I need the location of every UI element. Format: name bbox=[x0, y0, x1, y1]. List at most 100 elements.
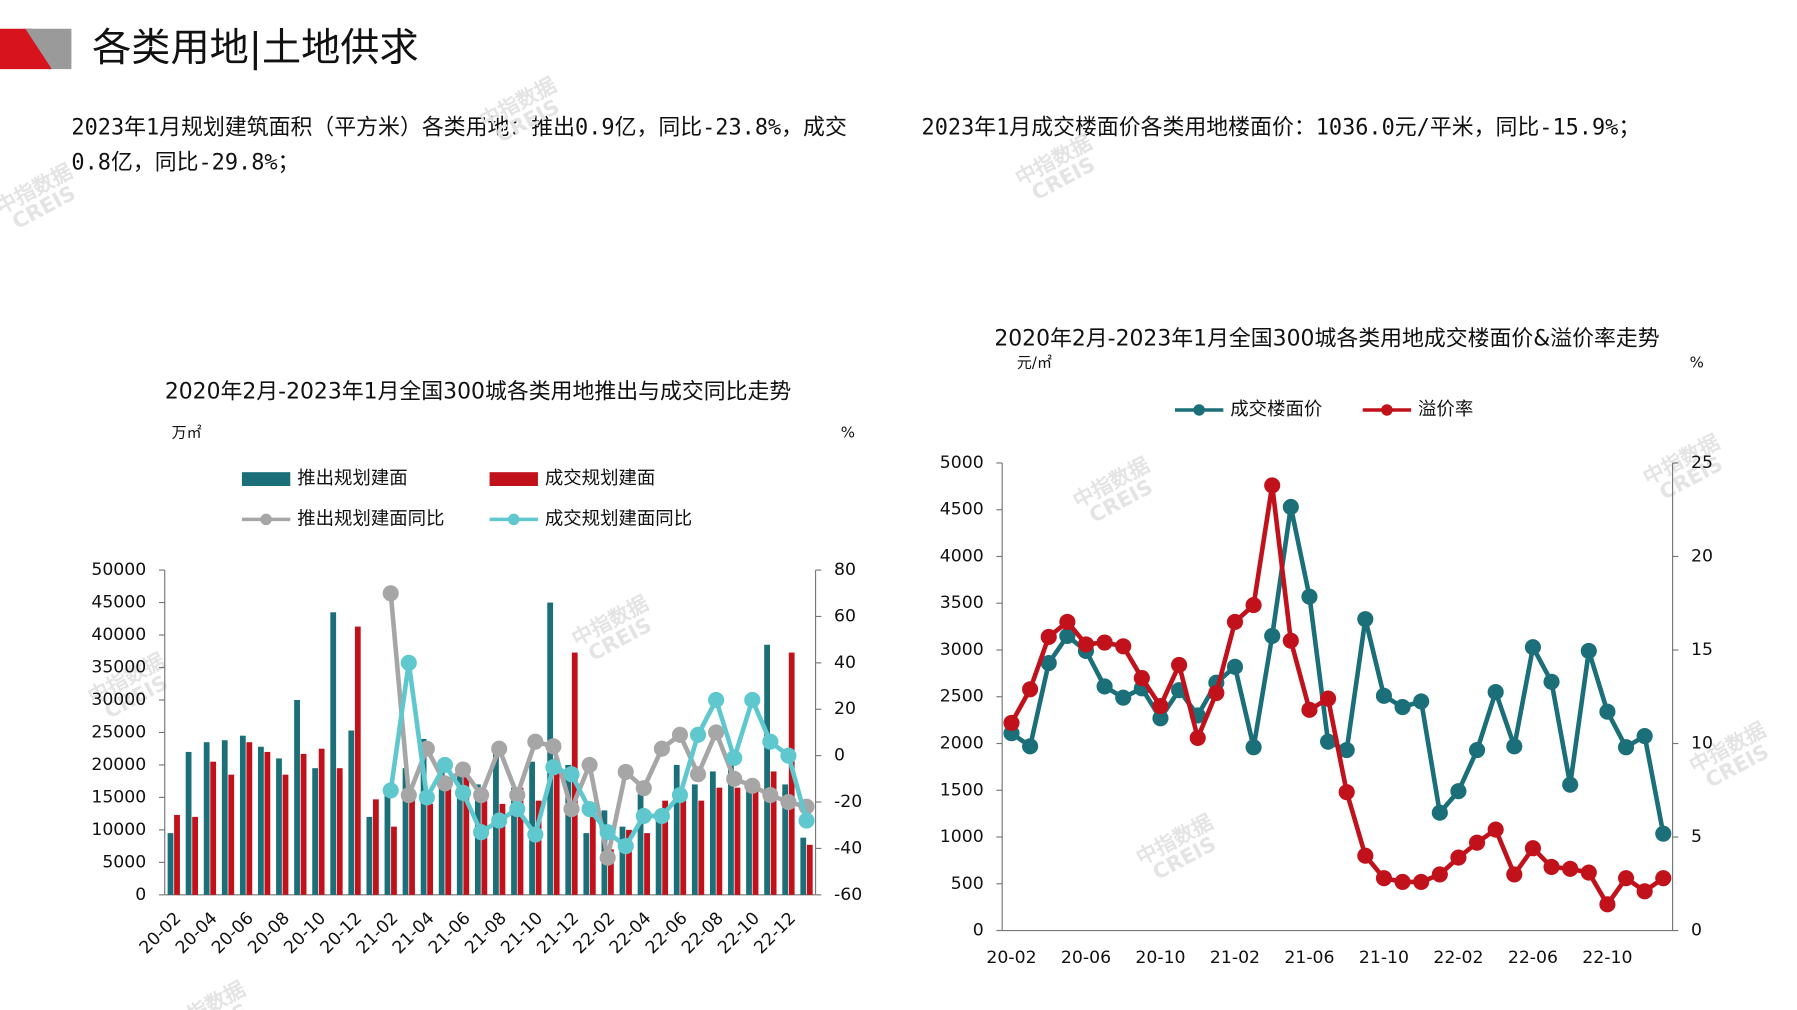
bar bbox=[463, 768, 470, 895]
y-unit: 元/㎡ bbox=[1017, 353, 1052, 371]
point bbox=[1301, 701, 1318, 718]
point bbox=[1450, 849, 1467, 866]
point bbox=[1059, 613, 1076, 631]
point bbox=[1059, 627, 1076, 645]
point bbox=[545, 738, 562, 755]
y-tick-label: 2000 bbox=[940, 734, 984, 754]
point bbox=[400, 654, 417, 671]
bar bbox=[203, 742, 210, 895]
point bbox=[1096, 678, 1113, 695]
point bbox=[1226, 613, 1244, 631]
y2-tick-label: 80 bbox=[834, 560, 856, 580]
y-tick-label: 40000 bbox=[91, 625, 146, 645]
x-tick-label: 20-10 bbox=[1135, 948, 1185, 968]
point bbox=[1450, 783, 1467, 800]
legend-label: 溢价率 bbox=[1418, 399, 1473, 420]
bar bbox=[673, 764, 680, 895]
y-tick-label: 50000 bbox=[91, 560, 146, 580]
point bbox=[473, 787, 490, 804]
point bbox=[436, 756, 454, 773]
bar bbox=[734, 787, 741, 895]
point bbox=[1487, 684, 1504, 701]
y2-tick-label: 0 bbox=[1691, 921, 1702, 941]
y-tick-label: 4000 bbox=[940, 546, 984, 566]
point bbox=[1562, 860, 1579, 877]
point bbox=[382, 782, 399, 799]
bar bbox=[583, 833, 590, 895]
bar bbox=[239, 735, 246, 895]
point bbox=[1375, 870, 1393, 887]
bar bbox=[716, 787, 723, 895]
bar bbox=[644, 833, 650, 895]
bar bbox=[185, 751, 192, 895]
bar bbox=[499, 803, 506, 895]
y2-unit: % bbox=[1690, 353, 1704, 371]
bar bbox=[174, 814, 180, 895]
bar bbox=[409, 790, 415, 895]
point bbox=[689, 726, 707, 743]
bar bbox=[246, 742, 253, 895]
note-text: 2023年1月成交楼面价各类用地楼面价：1036.0元/平米，同比-15.9%； bbox=[921, 115, 1641, 141]
legend-label: 推出规划建面 bbox=[297, 468, 407, 489]
y-tick-label: 3000 bbox=[940, 640, 984, 660]
legend-marker bbox=[260, 513, 272, 526]
point bbox=[762, 733, 779, 750]
point bbox=[1077, 636, 1095, 653]
bar bbox=[782, 784, 789, 895]
point bbox=[689, 766, 707, 783]
point bbox=[635, 780, 652, 797]
x-tick-label: 22-06 bbox=[1508, 948, 1558, 968]
chart-title: 2020年2月-2023年1月全国300城各类用地推出与成交同比走势 bbox=[165, 380, 792, 405]
legend-marker bbox=[1381, 404, 1393, 416]
point bbox=[1264, 627, 1281, 645]
point bbox=[1599, 703, 1616, 720]
point bbox=[491, 740, 508, 757]
bar bbox=[662, 800, 669, 895]
y2-tick-label: 20 bbox=[834, 699, 856, 719]
bar bbox=[384, 790, 391, 895]
bar bbox=[481, 800, 488, 895]
y-tick-label: 1000 bbox=[940, 827, 984, 847]
point bbox=[527, 733, 544, 750]
bar bbox=[770, 771, 777, 895]
bar bbox=[167, 833, 174, 895]
y-tick-label: 0 bbox=[973, 921, 984, 941]
bar bbox=[728, 758, 734, 895]
y-tick-label: 45000 bbox=[91, 593, 146, 613]
y2-tick-label: 5 bbox=[1691, 827, 1702, 847]
x-tick-label: 21-06 bbox=[1284, 948, 1334, 968]
bar bbox=[680, 797, 687, 895]
point bbox=[436, 775, 454, 792]
y2-tick-label: 0 bbox=[834, 746, 845, 766]
bar bbox=[312, 768, 319, 895]
legend-marker bbox=[1193, 404, 1205, 416]
point bbox=[1152, 710, 1169, 727]
point bbox=[1636, 727, 1653, 745]
point bbox=[1562, 776, 1579, 793]
x-tick-label: 22-12 bbox=[750, 908, 800, 958]
logo-red bbox=[0, 28, 52, 70]
point bbox=[545, 759, 562, 776]
y-tick-label: 1500 bbox=[940, 780, 984, 800]
bar bbox=[511, 787, 517, 895]
bar bbox=[800, 837, 807, 895]
point bbox=[1617, 739, 1635, 756]
bar bbox=[535, 800, 542, 895]
y-tick-label: 500 bbox=[951, 874, 984, 894]
bar bbox=[517, 787, 524, 895]
point bbox=[1357, 611, 1374, 628]
point bbox=[708, 724, 725, 741]
y2-tick-label: 20 bbox=[1691, 546, 1713, 566]
legend-label: 成交楼面价 bbox=[1230, 399, 1322, 420]
legend-swatch bbox=[241, 472, 291, 486]
legend-label: 推出规划建面同比 bbox=[297, 508, 444, 529]
point bbox=[1152, 698, 1169, 715]
bar bbox=[330, 612, 337, 895]
point bbox=[726, 749, 743, 767]
bar bbox=[318, 748, 325, 895]
bar bbox=[626, 829, 632, 895]
point bbox=[798, 812, 815, 829]
bar bbox=[752, 787, 759, 895]
